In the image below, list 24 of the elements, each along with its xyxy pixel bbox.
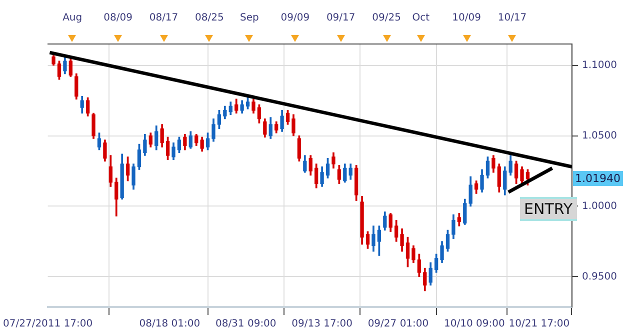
x-tick-label: 09/27 01:00 <box>368 318 429 330</box>
x-tick-label: 10/10 09:00 <box>444 318 505 330</box>
x2-tick-label: 08/09 <box>104 12 132 24</box>
x-tick-label: 10/21 17:00 <box>508 318 570 330</box>
x2-tick-label: Oct <box>412 12 430 24</box>
x2-tick-label: 09/09 <box>280 12 310 24</box>
x2-tick-label: Sep <box>240 12 259 24</box>
y-tick-label: 1.0500 <box>582 130 617 142</box>
x2-tick-label: 08/25 <box>195 12 224 24</box>
x2-tick-label: 08/17 <box>149 12 178 24</box>
x-tick-label: 07/27/2011 17:00 <box>2 318 93 330</box>
y-tick-label: 1.0000 <box>582 200 617 212</box>
x-tick-label: 08/18 01:00 <box>139 318 200 330</box>
x-tick-label: 09/13 17:00 <box>292 318 352 330</box>
y-tick-label: 0.9500 <box>582 271 617 282</box>
y-tick-label: 1.1000 <box>582 60 617 71</box>
text: 1.01940 <box>573 170 622 186</box>
x2-tick-label: 10/17 <box>498 12 527 24</box>
x-tick-label: 08/31 09:00 <box>215 318 276 330</box>
x2-tick-label: Aug <box>62 12 82 24</box>
x2-tick-label: 10/09 <box>452 12 481 24</box>
x2-tick-label: 09/17 <box>326 12 356 24</box>
x2-tick-label: 09/25 <box>372 12 401 24</box>
annotation: ENTRY <box>520 196 576 221</box>
